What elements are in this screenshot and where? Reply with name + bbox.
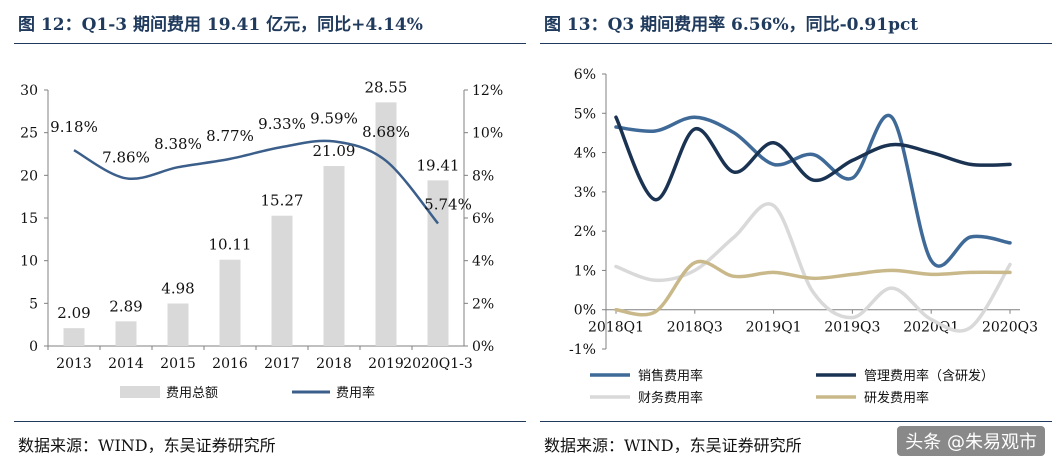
y-axis-tick-label: 0% xyxy=(574,303,596,319)
y-axis-tick-label: 6% xyxy=(574,67,596,83)
x-axis-tick-label: 2019Q1 xyxy=(746,320,802,336)
expense-ratio-chart-panel: 图 13：Q3 期间费用率 6.56%，同比-0.91pct -1% 0% 1% 2%… xyxy=(526,0,1053,466)
right-axis-tick-label: 4% xyxy=(472,254,494,270)
chart-title: 图 12：Q1-3 期间费用 19.41 亿元，同比+4.14% xyxy=(18,15,423,35)
x-axis-tick-label: 2020Q1-3 xyxy=(403,356,473,372)
source-rule xyxy=(14,421,526,422)
left-axis-tick-label: 0 xyxy=(29,339,38,355)
expense-total-chart: 0 5 10 15 20 25 30 0% 2% 4% 6% 8% 10% 12% 2013 2014 2015… xyxy=(20,78,503,401)
x-axis-tick-label: 2019 xyxy=(368,356,404,372)
expense-ratio-chart: -1% 0% 1% 2% 3% 4% 5% 6% 2018Q1 2018Q3 2019Q1 2019Q… xyxy=(569,67,1038,406)
title-rule xyxy=(14,43,526,44)
y-axis-tick-label: 2% xyxy=(574,224,596,240)
y-axis-tick-label: -1% xyxy=(569,342,596,358)
right-axis-tick-label: 12% xyxy=(472,83,503,99)
legend-label: 管理费用率（含研发） xyxy=(864,368,994,384)
x-axis-tick-label: 2020Q1 xyxy=(903,320,959,336)
bar-data-label: 2.89 xyxy=(109,297,142,315)
series-line-3 xyxy=(614,202,1012,333)
right-axis-tick-label: 6% xyxy=(472,211,494,227)
ratio-data-label: 9.33% xyxy=(258,115,306,133)
x-axis-tick-label: 2017 xyxy=(264,356,300,372)
x-axis-tick-label: 2018Q1 xyxy=(588,320,644,336)
bar xyxy=(167,303,189,346)
bar xyxy=(115,321,137,346)
left-axis-tick-label: 5 xyxy=(29,296,38,312)
ratio-data-label: 8.77% xyxy=(206,127,254,145)
x-axis-tick-label: 2013 xyxy=(56,356,92,372)
x-axis-tick-label: 2018Q3 xyxy=(667,320,723,336)
ratio-data-label: 8.68% xyxy=(362,123,410,141)
x-axis-tick-label: 2016 xyxy=(212,356,248,372)
bar-data-label: 15.27 xyxy=(261,192,304,210)
source-rule xyxy=(540,421,1052,422)
bar-data-label: 19.41 xyxy=(417,156,460,174)
chart-title: 图 13：Q3 期间费用率 6.56%，同比-0.91pct xyxy=(544,15,919,35)
y-axis-tick-label: 1% xyxy=(574,263,596,279)
series-line-2 xyxy=(614,115,1012,202)
y-axis-tick-label: 5% xyxy=(574,106,596,122)
bar-data-label: 21.09 xyxy=(313,142,356,160)
source-note: 数据来源：WIND，东吴证券研究所 xyxy=(18,436,276,455)
bar-data-label: 4.98 xyxy=(161,280,194,298)
ratio-data-label: 5.74% xyxy=(424,196,472,214)
source-note: 数据来源：WIND，东吴证券研究所 xyxy=(544,436,802,455)
x-axis-tick-label: 2019Q3 xyxy=(824,320,880,336)
right-axis-tick-label: 8% xyxy=(472,168,494,184)
bar xyxy=(427,180,449,346)
bar-data-label: 2.09 xyxy=(57,304,90,322)
legend-label: 研发费用率 xyxy=(864,390,929,406)
legend-label: 销售费用率 xyxy=(638,368,703,384)
right-axis-tick-label: 0% xyxy=(472,339,494,355)
legend-label: 财务费用率 xyxy=(638,390,703,406)
y-axis-tick-label: 3% xyxy=(574,185,596,201)
ratio-data-label: 9.18% xyxy=(50,118,98,136)
left-axis-tick-label: 15 xyxy=(20,211,38,227)
expense-total-chart-panel: 图 12：Q1-3 期间费用 19.41 亿元，同比+4.14% 0 5 10 15 2… xyxy=(0,0,526,466)
left-axis-tick-label: 30 xyxy=(20,83,38,99)
x-axis-tick-label: 2018 xyxy=(316,356,352,372)
x-axis-tick-label: 2014 xyxy=(108,356,144,372)
ratio-data-label: 9.59% xyxy=(310,109,358,127)
bar xyxy=(63,328,85,346)
legend-label: 费用率 xyxy=(336,385,375,401)
bar-data-label: 10.11 xyxy=(209,236,252,254)
left-axis-tick-label: 25 xyxy=(20,126,38,142)
watermark: 头条 @朱易观市 xyxy=(897,426,1045,456)
left-axis-tick-label: 20 xyxy=(20,168,38,184)
y-axis-tick-label: 4% xyxy=(574,146,596,162)
left-axis-tick-label: 10 xyxy=(20,254,38,270)
bar xyxy=(375,102,397,346)
ratio-data-label: 7.86% xyxy=(102,148,150,166)
x-axis-tick-label: 2020Q3 xyxy=(982,320,1038,336)
bar xyxy=(323,166,345,346)
x-axis-tick-label: 2015 xyxy=(160,356,196,372)
bar xyxy=(271,215,293,346)
bar-data-label: 28.55 xyxy=(365,78,408,96)
right-axis-tick-label: 2% xyxy=(472,296,494,312)
series-line-4 xyxy=(614,259,1012,317)
bar xyxy=(219,259,241,346)
legend-swatch-bar xyxy=(120,386,160,398)
series-line-1 xyxy=(614,113,1012,268)
ratio-data-label: 8.38% xyxy=(154,135,202,153)
title-rule xyxy=(540,43,1052,44)
legend-label: 费用总额 xyxy=(166,386,218,401)
right-axis-tick-label: 10% xyxy=(472,126,503,142)
